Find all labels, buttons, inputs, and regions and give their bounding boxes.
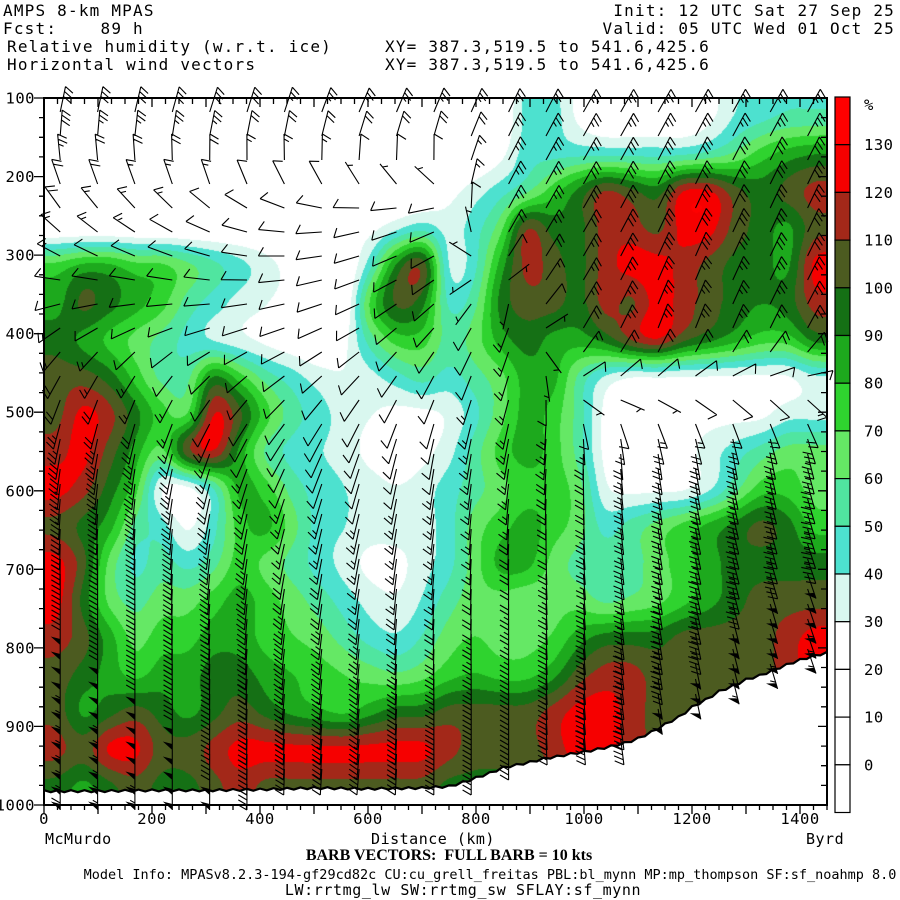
y-tick-label: 100 [6,90,36,108]
y-tick-label: 300 [6,247,36,265]
colorbar-unit-label: % [864,96,874,114]
axis-tick-labels: 0 200 400 600 800 1000 1200 1400 100 200 300 400 500… [0,90,819,829]
colorbar [834,96,851,814]
init-time: Init: 12 UTC Sat 27 Sep 25 [613,1,895,20]
colorbar-segment [834,287,851,337]
xy-line-1: XY= 387.3,519.5 to 541.6,425.6 [385,37,710,56]
y-tick-label: 1000 [0,797,35,815]
colorbar-segment [834,668,851,718]
forecast-hour: Fcst: 89 h [3,19,144,38]
colorbar-tick-label: 100 [864,279,894,297]
x-tick-label: 800 [461,810,491,828]
colorbar-segment [834,96,851,146]
axes [34,97,828,814]
colorbar-tick-label: 90 [864,327,884,345]
x-tick-label: 1200 [672,810,711,828]
colorbar-segment [834,478,851,527]
barb-staffs [34,86,834,811]
colorbar-segment [834,621,851,671]
x-tick-label: 0 [39,810,49,828]
colorbar-tick-label: 0 [864,756,874,774]
colorbar-segment [834,144,851,193]
y-tick-label: 500 [6,404,36,422]
colorbar-segment [834,334,851,384]
y-tick-label: 200 [6,168,36,186]
y-tick-label: 700 [6,561,36,579]
x-tick-label: 200 [137,810,167,828]
y-tick-label: 800 [6,639,36,657]
colorbar-tick-label: 60 [864,470,884,488]
terrain [43,650,828,805]
x-endpoint-right: Byrd [806,830,845,848]
colorbar-tick-label: 80 [864,375,884,393]
colorbar-tick-label: 20 [864,661,884,679]
colorbar-segment [834,525,851,575]
wind-barbs [34,86,834,811]
colorbar-tick-label: 130 [864,136,894,154]
x-tick-label: 400 [245,810,275,828]
physics-line: LW:rrtmg_lw SW:rrtmg_sw SFLAY:sf_mynn [284,881,642,899]
colorbar-segment [834,191,851,241]
y-tick-label: 400 [6,325,36,343]
colorbar-segment [834,382,851,432]
colorbar-tick-label: 110 [864,232,894,250]
x-tick-label: 600 [353,810,383,828]
y-axis-title: Pressure (hPa) [0,443,2,593]
x-axis-title: Distance (km) [371,830,495,848]
colorbar-segment [834,239,851,289]
valid-time: Valid: 05 UTC Wed 01 Oct 25 [602,19,895,38]
colorbar-tick-label: 40 [864,566,884,584]
colorbar-segment [834,573,851,623]
colorbar-segment [834,430,851,480]
colorbar-segment [834,764,851,814]
field-name-1: Relative humidity (w.r.t. ice) [7,37,332,56]
colorbar-segment [834,716,851,766]
xy-line-2: XY= 387.3,519.5 to 541.6,425.6 [385,55,710,74]
model-title: AMPS 8-km MPAS [3,1,155,20]
colorbar-tick-label: 70 [864,422,884,440]
rh-contour-field [44,98,827,805]
barb-legend-note: BARB VECTORS: FULL BARB = 10 kts [305,847,593,864]
x-tick-label: 1000 [564,810,603,828]
y-tick-label: 600 [6,482,36,500]
x-endpoint-left: McMurdo [45,830,112,848]
model-info-line: Model Info: MPASv8.2.3-194-gf29cd82c CU:… [83,867,897,883]
y-tick-label: 900 [6,718,36,736]
field-name-2: Horizontal wind vectors [7,55,257,74]
colorbar-tick-label: 30 [864,613,884,631]
colorbar-tick-label: 120 [864,184,894,202]
x-tick-label: 1400 [780,810,819,828]
colorbar-tick-label: 50 [864,518,884,536]
colorbar-tick-label: 10 [864,709,884,727]
